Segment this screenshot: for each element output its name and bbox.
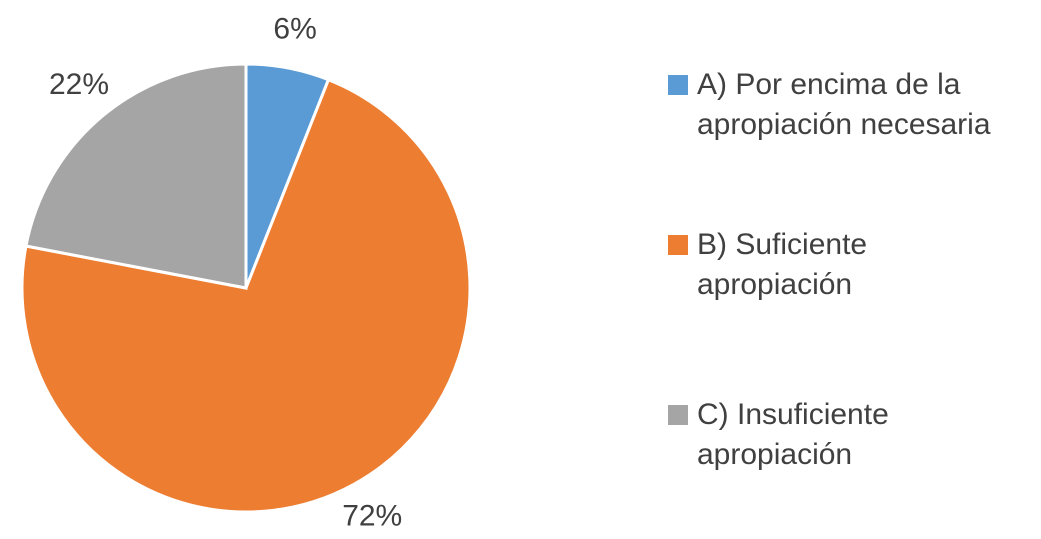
legend-item: C) Insuficiente apropiación xyxy=(668,395,1038,475)
legend-label: B) Suficiente apropiación xyxy=(697,228,868,301)
data-label: 22% xyxy=(49,68,109,101)
legend-item: B) Suficiente apropiación xyxy=(668,225,1038,305)
legend-label: A) Por encima de la apropiación necesari… xyxy=(697,68,991,141)
legend-item: A) Por encima de la apropiación necesari… xyxy=(668,65,1038,145)
legend-swatch xyxy=(668,405,688,425)
legend-swatch xyxy=(668,235,688,255)
legend-swatch xyxy=(668,75,688,95)
data-label: 6% xyxy=(273,13,316,46)
data-label: 72% xyxy=(342,500,402,533)
pie-slice xyxy=(24,62,248,290)
legend-label: C) Insuficiente apropiación xyxy=(697,398,889,471)
pie-slice xyxy=(20,77,472,514)
